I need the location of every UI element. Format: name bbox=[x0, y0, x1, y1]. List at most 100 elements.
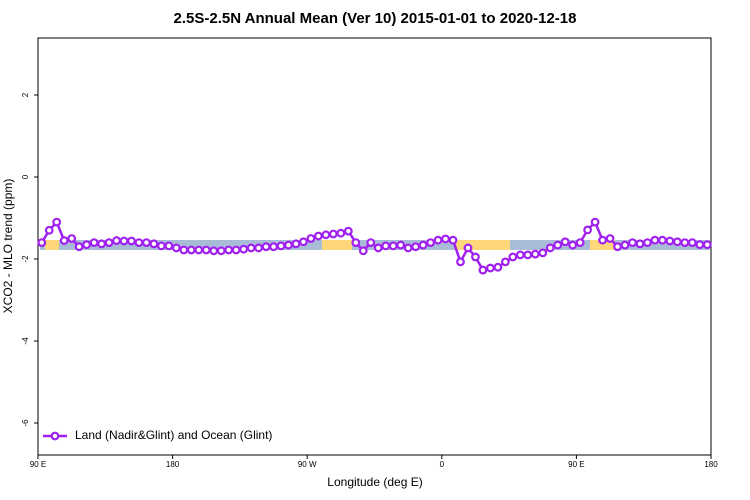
data-point bbox=[448, 235, 458, 245]
data-point bbox=[44, 225, 54, 235]
data-point bbox=[306, 234, 316, 243]
data-point bbox=[598, 235, 607, 245]
y-tick-label: 2 bbox=[21, 92, 30, 97]
x-tick-label: 180 bbox=[166, 460, 180, 469]
data-point bbox=[224, 245, 234, 255]
data-point bbox=[358, 246, 368, 256]
data-point bbox=[695, 240, 705, 250]
x-tick-label: 0 bbox=[440, 460, 445, 469]
data-point bbox=[702, 240, 712, 250]
data-point bbox=[471, 252, 480, 262]
land-band bbox=[455, 240, 510, 250]
data-point bbox=[493, 262, 503, 272]
data-point bbox=[67, 234, 77, 243]
data-point bbox=[127, 236, 136, 246]
x-tick-label: 90 E bbox=[568, 460, 584, 469]
data-point bbox=[194, 245, 204, 255]
data-point bbox=[508, 252, 518, 262]
x-axis-label: Longitude (deg E) bbox=[327, 475, 422, 489]
data-point bbox=[441, 234, 450, 244]
data-point bbox=[635, 239, 645, 249]
x-tick-label: 90 W bbox=[298, 460, 317, 469]
x-tick-label: 180 bbox=[704, 460, 718, 469]
data-point bbox=[59, 236, 69, 245]
data-point bbox=[284, 240, 293, 250]
data-point bbox=[613, 242, 622, 252]
data-point bbox=[426, 238, 435, 248]
data-point bbox=[134, 238, 144, 248]
data-point bbox=[254, 243, 263, 253]
data-point bbox=[149, 239, 159, 249]
data-point bbox=[515, 250, 525, 260]
data-point bbox=[433, 235, 443, 245]
data-point bbox=[104, 238, 114, 248]
data-point bbox=[583, 225, 593, 235]
data-point bbox=[411, 242, 421, 252]
data-point bbox=[657, 235, 667, 245]
data-point bbox=[156, 241, 166, 251]
data-point bbox=[590, 217, 600, 227]
data-point bbox=[291, 239, 301, 249]
y-tick-label: -4 bbox=[21, 337, 30, 345]
y-tick-label: 0 bbox=[21, 174, 30, 179]
data-point bbox=[343, 226, 353, 236]
data-point bbox=[52, 217, 62, 227]
data-point bbox=[201, 245, 211, 255]
data-point bbox=[500, 257, 510, 267]
data-point bbox=[142, 238, 151, 248]
data-point bbox=[261, 242, 271, 252]
data-point bbox=[171, 243, 181, 253]
data-point bbox=[478, 265, 488, 275]
data-point bbox=[523, 250, 533, 260]
data-point bbox=[97, 239, 106, 249]
data-point bbox=[239, 244, 249, 254]
data-point bbox=[530, 249, 540, 259]
legend-marker bbox=[50, 431, 60, 441]
land-band bbox=[322, 240, 352, 250]
data-point bbox=[82, 240, 92, 250]
data-point bbox=[186, 245, 196, 255]
data-point bbox=[328, 229, 338, 239]
x-tick-label: 90 E bbox=[30, 460, 46, 469]
data-point bbox=[373, 243, 383, 253]
data-point bbox=[366, 238, 376, 248]
data-point bbox=[164, 241, 174, 251]
data-point bbox=[276, 241, 286, 251]
data-point bbox=[650, 235, 660, 245]
data-point bbox=[568, 240, 578, 250]
data-point bbox=[486, 263, 495, 273]
y-tick-label: -6 bbox=[21, 419, 30, 427]
data-point bbox=[643, 238, 652, 248]
data-point bbox=[89, 238, 99, 248]
land-band bbox=[45, 240, 59, 250]
data-point bbox=[553, 240, 563, 250]
data-point bbox=[605, 234, 615, 243]
data-point bbox=[575, 238, 585, 248]
data-point bbox=[179, 245, 189, 255]
data-point bbox=[231, 245, 241, 255]
data-point bbox=[381, 241, 391, 251]
data-point bbox=[351, 238, 361, 248]
data-point bbox=[620, 240, 630, 250]
data-point bbox=[687, 238, 697, 248]
data-point bbox=[209, 246, 219, 256]
data-point bbox=[665, 236, 675, 246]
data-point bbox=[538, 248, 548, 258]
data-point bbox=[418, 240, 428, 250]
data-point bbox=[680, 238, 690, 248]
data-point bbox=[560, 237, 570, 247]
data-point bbox=[396, 240, 406, 250]
legend-label: Land (Nadir&Glint) and Ocean (Glint) bbox=[75, 428, 272, 442]
land-band bbox=[590, 240, 615, 250]
data-point bbox=[388, 241, 398, 251]
data-point bbox=[672, 237, 682, 247]
data-point bbox=[463, 243, 473, 253]
data-point bbox=[336, 228, 346, 238]
data-point bbox=[321, 230, 331, 240]
data-point bbox=[37, 238, 47, 248]
data-point bbox=[246, 243, 256, 253]
data-point bbox=[119, 236, 129, 246]
data-point bbox=[314, 231, 323, 241]
data-point bbox=[269, 242, 278, 252]
